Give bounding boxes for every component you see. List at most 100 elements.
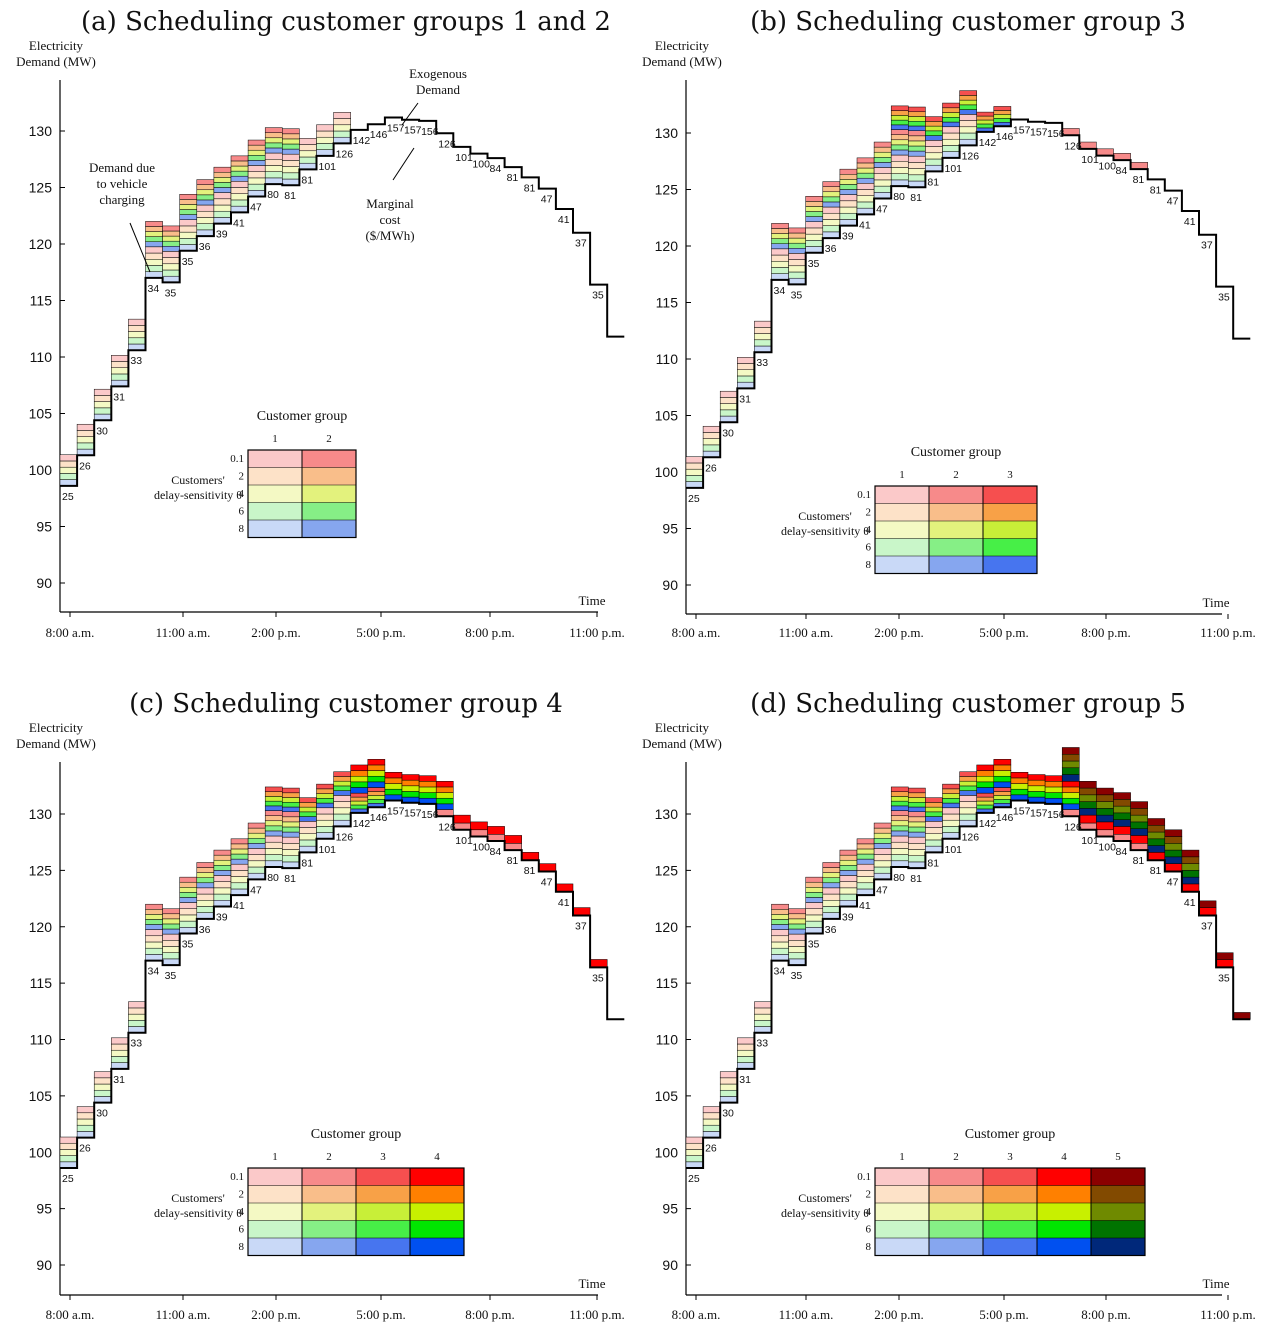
charging-block (316, 826, 334, 833)
charging-block (942, 145, 960, 152)
charging-block (1096, 148, 1114, 156)
charging-block (805, 881, 824, 888)
y-tick-label: 105 (29, 1088, 53, 1104)
marginal-cost-label: 157 (1030, 127, 1048, 139)
charging-block (196, 882, 215, 889)
charging-block (196, 179, 215, 185)
charging-block (993, 795, 1012, 800)
legend: Customer group 1 2 3 4 0.1 2 4 6 8 Customers' delay… (154, 1127, 465, 1257)
charging-block (856, 863, 875, 871)
legend-column-label: 5 (1115, 1151, 1121, 1163)
charging-block (908, 162, 926, 169)
y-tick-label: 95 (36, 519, 52, 535)
charging-block (890, 161, 909, 168)
marginal-cost-label: 156 (421, 809, 439, 821)
charging-block (316, 143, 334, 150)
charging-block (247, 854, 266, 862)
charging-block (264, 841, 283, 849)
marginal-cost-label: 34 (774, 966, 786, 978)
legend-swatch (410, 1238, 464, 1256)
charging-block (771, 947, 789, 955)
legend-swatch (929, 1185, 983, 1203)
charging-block (839, 168, 858, 175)
charging-block (1061, 809, 1080, 817)
charging-block (282, 802, 300, 808)
marginal-cost-label: 31 (113, 391, 125, 403)
charging-block (264, 142, 283, 149)
marginal-cost-label: 101 (455, 835, 473, 847)
charging-block (890, 835, 909, 843)
charging-block (942, 138, 960, 146)
charging-block (890, 124, 909, 130)
chart-panel-b: (b) Scheduling customer group 3 Electrici… (642, 7, 1256, 640)
charging-block (685, 468, 704, 476)
charging-block (145, 914, 163, 920)
charging-block (856, 167, 875, 174)
charging-block (1010, 783, 1029, 790)
charging-block (1181, 863, 1200, 871)
charging-block (685, 462, 704, 470)
charging-block (247, 860, 266, 868)
charging-block (942, 826, 960, 833)
marginal-cost-label: 37 (1201, 920, 1213, 932)
charging-block (788, 232, 806, 239)
charging-block (76, 436, 95, 444)
x-tick-label: 2:00 p.m. (251, 625, 300, 640)
charging-block (213, 182, 232, 188)
charging-block (771, 929, 789, 937)
charging-block (1010, 777, 1029, 784)
y-tick-label: 130 (29, 123, 53, 139)
charging-block (213, 210, 232, 218)
charging-block (839, 179, 858, 185)
legend-swatch (1091, 1238, 1145, 1256)
charging-block (145, 909, 163, 915)
charging-block (1164, 849, 1183, 858)
charging-block (873, 843, 892, 849)
charging-block (282, 143, 300, 150)
charging-block (333, 112, 351, 119)
charging-block (111, 1049, 129, 1057)
charging-block (685, 1136, 704, 1144)
charging-block (925, 121, 943, 127)
marginal-cost-label: 39 (216, 911, 228, 923)
charging-block (805, 211, 824, 217)
y-tick-label: 95 (662, 1201, 678, 1217)
charging-block (384, 777, 403, 784)
charging-block (890, 841, 909, 849)
charging-block (111, 1037, 129, 1045)
marginal-cost-label: 156 (1047, 128, 1065, 140)
charging-block (333, 118, 351, 126)
charging-block (959, 771, 977, 777)
charging-block (890, 134, 909, 141)
charging-block (264, 825, 283, 832)
marginal-cost-label: 26 (79, 460, 91, 472)
marginal-cost-label: 26 (79, 1143, 91, 1155)
charging-block (908, 816, 926, 823)
charging-block (702, 1124, 721, 1132)
charging-block (282, 806, 300, 812)
charging-block (856, 858, 875, 865)
charging-block (1096, 808, 1114, 816)
charging-block (1061, 803, 1080, 810)
marginal-cost-label: 47 (1167, 877, 1179, 889)
charging-block (908, 831, 926, 838)
annotation-charging: Demand due to vehicle charging (89, 160, 155, 207)
charging-block (264, 791, 283, 797)
charging-block (908, 125, 926, 131)
legend-swatch (929, 521, 983, 539)
marginal-cost-label: 81 (284, 873, 296, 885)
charging-block (230, 853, 249, 860)
marginal-cost-label: 81 (927, 176, 939, 188)
legend-swatch (248, 485, 302, 503)
charging-block (822, 867, 841, 873)
charging-block (822, 862, 841, 868)
charging-block (111, 373, 129, 381)
marginal-cost-label: 47 (541, 877, 553, 889)
charging-block (1113, 805, 1131, 814)
charging-block (264, 830, 283, 837)
marginal-cost-label: 41 (558, 214, 570, 226)
marginal-cost-label: 39 (216, 229, 228, 241)
marginal-cost-label: 47 (250, 202, 262, 214)
charging-block (350, 764, 369, 771)
